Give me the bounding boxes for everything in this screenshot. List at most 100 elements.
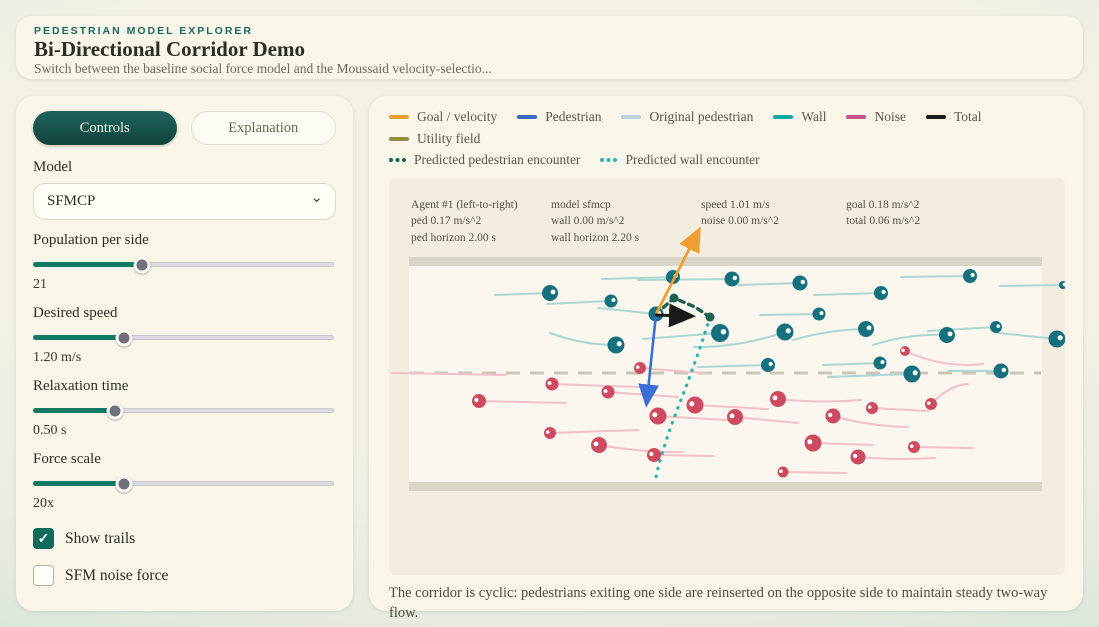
legend-item-goal-velocity: Goal / velocity <box>389 109 497 125</box>
pedestrian-red <box>472 394 486 408</box>
pedestrian-eye <box>909 444 914 448</box>
legend-swatch-icon <box>846 115 867 119</box>
trail-teal <box>759 313 820 316</box>
pedestrian-eye <box>912 370 918 376</box>
pedestrian-teal <box>604 294 618 308</box>
pedestrian-eye <box>652 412 658 418</box>
pedestrian-eye <box>603 389 608 394</box>
slider-thumb[interactable] <box>106 402 124 419</box>
pedestrian-teal <box>607 336 625 354</box>
pedestrian-red <box>825 408 841 424</box>
controls-panel: Controls Explanation Model SFMCP ⌄ Popula… <box>16 96 353 611</box>
pedestrian-eye <box>807 439 813 445</box>
wall-top <box>409 257 1042 266</box>
pedestrian-red <box>591 437 607 453</box>
checkbox-label: SFM noise force <box>65 566 169 584</box>
pedestrian-teal <box>873 356 887 370</box>
legend-swatch-icon <box>773 115 794 119</box>
trail-red <box>598 444 684 454</box>
pedestrian-eye <box>926 401 931 405</box>
trail-red <box>782 471 847 474</box>
unchecked-checkbox-icon[interactable] <box>33 565 54 586</box>
simulation-svg <box>391 226 1065 491</box>
slider-group-0: Population per side 21 <box>33 232 336 293</box>
pedestrian-teal <box>1048 330 1065 348</box>
pedestrian-teal <box>939 327 955 343</box>
pedestrian-red <box>727 409 743 425</box>
checkbox-row-sfm-noise-force[interactable]: SFM noise force <box>33 565 336 586</box>
slider-fill <box>33 481 123 486</box>
trail-teal <box>693 331 786 349</box>
pedestrian-eye <box>880 360 885 365</box>
pedestrian-eye <box>1001 367 1007 373</box>
model-label: Model <box>33 159 73 175</box>
legend-item-wall: Wall <box>773 109 826 125</box>
legend-swatch-icon <box>389 158 406 162</box>
pedestrian-red <box>900 346 910 356</box>
slider-thumb[interactable] <box>133 256 151 273</box>
legend-item-noise: Noise <box>846 109 906 125</box>
slider-thumb[interactable] <box>115 475 133 492</box>
chevron-down-icon: ⌄ <box>310 190 323 206</box>
pedestrian-red <box>804 434 822 452</box>
slider-track[interactable] <box>33 256 334 273</box>
slider-group-1: Desired speed 1.20 m/s <box>33 305 336 366</box>
model-select-value: SFMCP <box>47 193 96 209</box>
canvas-caption: The corridor is cyclic: pedestrians exit… <box>389 585 1048 621</box>
legend-item-utility-field: Utility field <box>389 131 480 147</box>
tab-bar: Controls Explanation <box>33 111 336 145</box>
slider-thumb[interactable] <box>115 329 133 346</box>
slider-track[interactable] <box>33 402 334 419</box>
pedestrian-force-arrow <box>638 313 659 408</box>
model-select[interactable]: SFMCP ⌄ <box>33 183 336 220</box>
pedestrian-teal <box>903 365 921 383</box>
pedestrian-eye <box>550 289 556 295</box>
pedestrian-red <box>601 385 615 399</box>
header-card: PEDESTRIAN MODEL EXPLORER Bi-Directional… <box>16 16 1083 79</box>
trail-red <box>478 400 567 404</box>
slider-value: 21 <box>33 277 47 292</box>
legend-label: Wall <box>801 109 827 124</box>
pedestrian-eye <box>474 397 479 403</box>
tab-controls[interactable]: Controls <box>33 111 177 145</box>
legend-swatch-icon <box>517 115 538 119</box>
goal-velocity-arrow <box>654 226 701 315</box>
pedestrian-teal <box>874 286 888 300</box>
pedestrian-teal <box>542 285 558 301</box>
annotation-column-2: model sfmcp wall 0.00 m/s^2 wall horizon… <box>551 199 640 244</box>
legend-swatch-icon <box>389 137 409 141</box>
legend-label: Noise <box>874 109 906 124</box>
slider-label: Population per side <box>33 232 149 248</box>
trail-red <box>904 350 984 366</box>
legend-swatch-icon <box>600 158 618 162</box>
tab-explanation[interactable]: Explanation <box>190 111 336 145</box>
legend-swatch-icon <box>389 115 409 119</box>
trail-red <box>913 446 974 449</box>
pedestrian-eye <box>593 441 599 447</box>
pedestrian-red <box>850 449 866 465</box>
wall-bottom <box>409 482 1042 491</box>
annotation-column-4: goal 0.18 m/s^2 total 0.06 m/s^2 <box>846 199 921 228</box>
pedestrian-red <box>908 441 920 453</box>
checked-checkbox-icon[interactable]: ✓ <box>33 528 54 549</box>
slider-track[interactable] <box>33 475 334 492</box>
checkbox-row-show-trails[interactable]: ✓ Show trails <box>33 528 336 549</box>
pedestrian-eye <box>901 348 905 353</box>
page-subtitle: Switch between the baseline social force… <box>34 61 492 77</box>
trail-teal <box>637 278 733 281</box>
pedestrian-eye <box>881 289 886 295</box>
legend-row-2: Predicted pedestrian encounter Predicted … <box>389 152 1063 168</box>
pedestrian-teal <box>724 271 740 287</box>
pedestrian-red <box>866 402 878 414</box>
annotation-column-3: speed 1.01 m/s noise 0.00 m/s^2 <box>701 199 779 228</box>
pedestrian-red <box>770 391 786 407</box>
legend-item-predicted-pedestrian-encounter: Predicted pedestrian encounter <box>389 152 580 168</box>
slider-track[interactable] <box>33 329 334 346</box>
pedestrian-teal <box>711 324 729 342</box>
pedestrian-red <box>545 377 559 391</box>
legend-item-total: Total <box>925 109 982 125</box>
pedestrian-eye <box>689 401 695 407</box>
trail-teal <box>927 326 997 332</box>
pedestrian-eye <box>635 365 640 369</box>
